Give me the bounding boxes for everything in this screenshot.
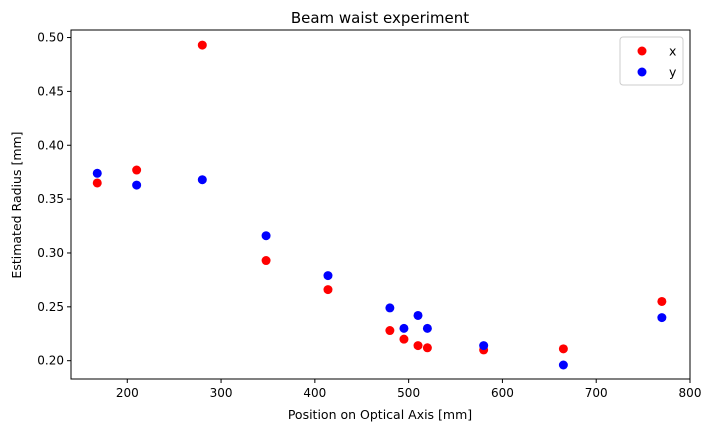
data-point-y (479, 341, 489, 351)
data-point-y (92, 168, 102, 178)
data-point-x (261, 256, 271, 266)
legend: xy (619, 36, 684, 86)
y-tick-label: 0.25 (37, 300, 64, 314)
data-point-x (413, 341, 423, 351)
x-tick-label: 600 (491, 386, 514, 400)
y-tick-label: 0.40 (37, 138, 64, 152)
y-axis-ticks: 0.20 0.25 0.30 0.35 0.40 0.45 0.50 (37, 31, 71, 368)
y-tick-label: 0.35 (37, 192, 64, 206)
y-tick-label: 0.50 (37, 31, 64, 45)
data-point-x (385, 326, 395, 336)
plot-frame (70, 29, 691, 380)
legend-marker-x (637, 46, 647, 56)
data-point-x (399, 334, 409, 344)
data-point-x (657, 296, 667, 306)
legend-label-y: y (669, 65, 677, 80)
y-tick-label: 0.20 (37, 354, 64, 368)
chart-title: Beam waist experiment (291, 9, 469, 27)
x-tick-label: 400 (303, 386, 326, 400)
data-point-y (422, 323, 432, 333)
data-point-y (261, 231, 271, 241)
data-point-x (197, 40, 207, 50)
data-point-y (413, 310, 423, 320)
x-tick-label: 700 (585, 386, 608, 400)
data-point-y (323, 271, 333, 281)
x-tick-label: 200 (116, 386, 139, 400)
x-axis-ticks: 200 300 400 500 600 700 800 (116, 379, 702, 400)
data-point-x (92, 178, 102, 188)
data-point-y (197, 175, 207, 185)
data-point-x (422, 343, 432, 353)
data-points (92, 40, 667, 370)
data-point-y (399, 323, 409, 333)
y-tick-label: 0.45 (37, 84, 64, 98)
data-point-x (558, 344, 568, 354)
legend-marker-y (637, 67, 647, 77)
x-tick-label: 800 (679, 386, 702, 400)
data-point-y (657, 313, 667, 323)
data-point-x (132, 165, 142, 175)
y-tick-label: 0.30 (37, 246, 64, 260)
x-tick-label: 500 (397, 386, 420, 400)
y-axis-label: Estimated Radius [mm] (9, 131, 24, 278)
data-point-y (385, 303, 395, 313)
data-point-x (323, 285, 333, 295)
legend-label-x: x (669, 44, 676, 59)
data-point-y (558, 360, 568, 370)
legend-box (619, 36, 684, 86)
x-tick-label: 300 (210, 386, 233, 400)
x-axis-label: Position on Optical Axis [mm] (288, 407, 472, 422)
data-point-y (132, 180, 142, 190)
